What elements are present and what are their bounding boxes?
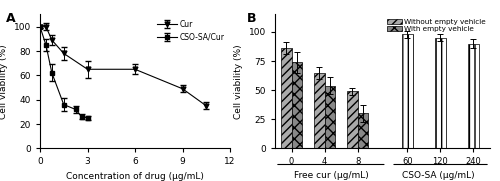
Bar bbox=[292, 62, 302, 148]
Text: CSO-SA (μg/mL): CSO-SA (μg/mL) bbox=[402, 171, 474, 180]
Bar bbox=[468, 44, 479, 148]
Bar bbox=[435, 38, 446, 148]
Bar bbox=[402, 34, 412, 148]
Bar bbox=[314, 73, 324, 148]
Bar bbox=[324, 86, 335, 148]
Bar bbox=[358, 113, 368, 148]
Text: Free cur (μg/mL): Free cur (μg/mL) bbox=[294, 171, 368, 180]
Text: A: A bbox=[6, 12, 16, 25]
Legend: Without empty vehicle, With empty vehicle: Without empty vehicle, With empty vehicl… bbox=[386, 18, 486, 33]
Y-axis label: Cell viability (%): Cell viability (%) bbox=[234, 44, 243, 119]
Y-axis label: Cell viability (%): Cell viability (%) bbox=[0, 44, 8, 119]
Bar bbox=[347, 91, 358, 148]
Bar bbox=[281, 48, 291, 148]
Legend: Cur, CSO-SA/Cur: Cur, CSO-SA/Cur bbox=[156, 18, 226, 43]
X-axis label: Concentration of drug (μg/mL): Concentration of drug (μg/mL) bbox=[66, 172, 204, 181]
Text: B: B bbox=[247, 12, 256, 25]
